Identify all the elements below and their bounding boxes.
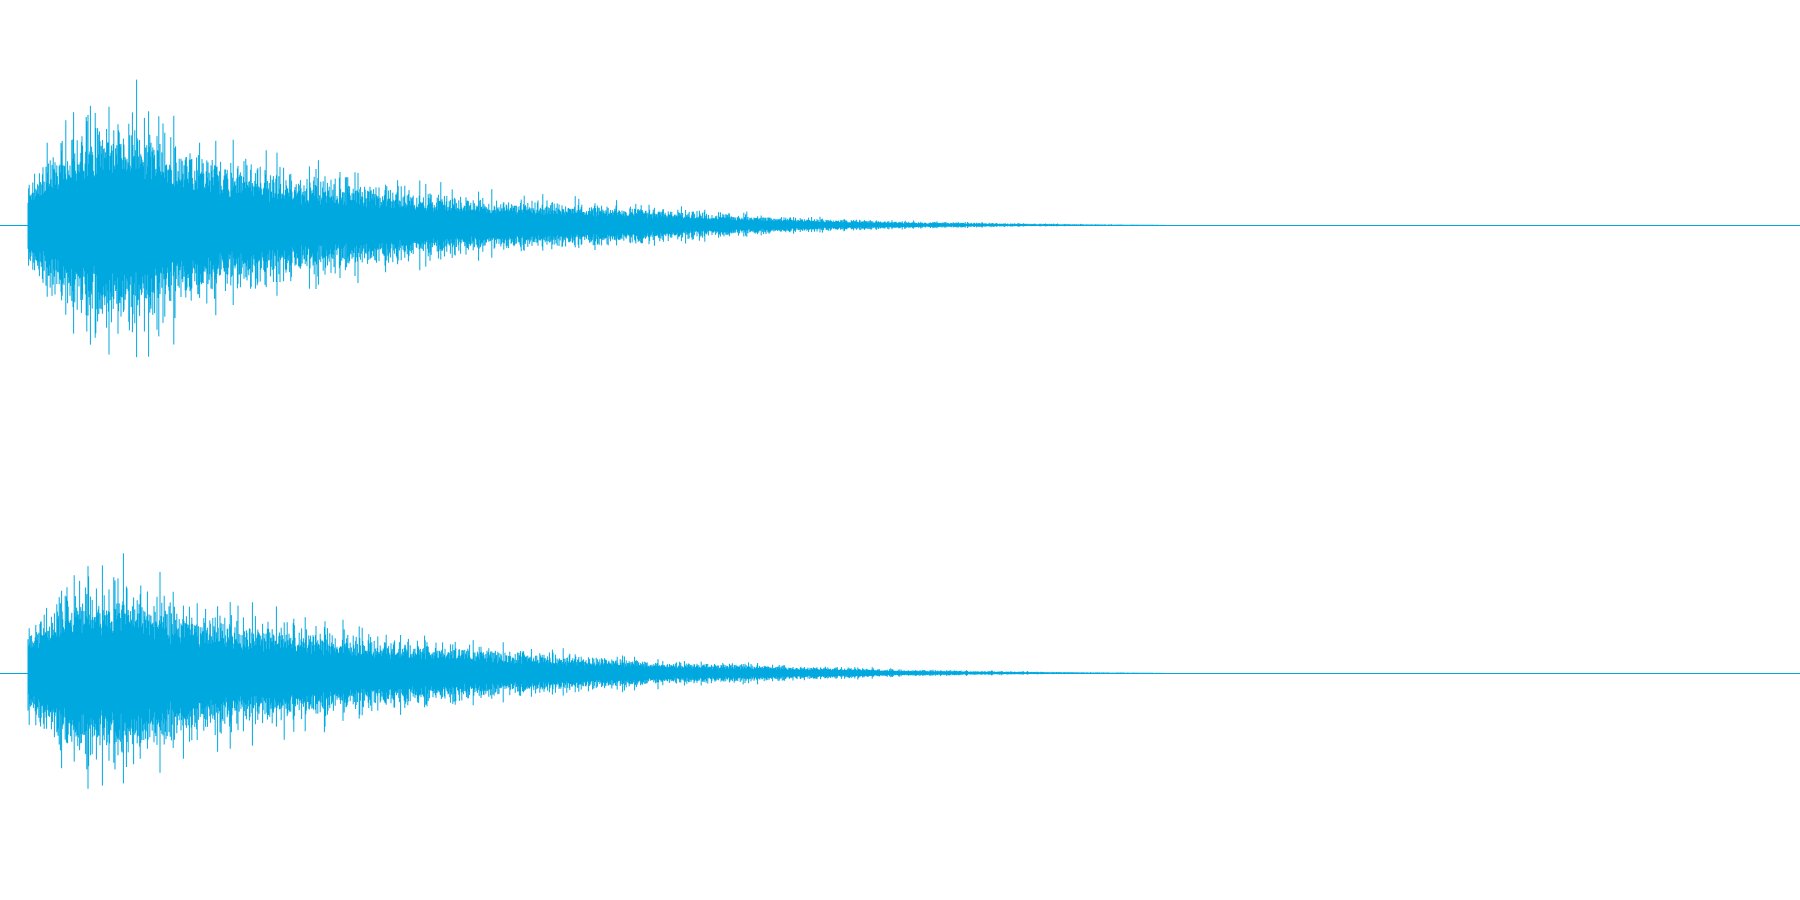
waveform-samples [27,553,1165,789]
waveform-channel-2 [0,553,1800,789]
waveform-channel-1 [0,79,1800,358]
waveform-samples [27,79,1165,358]
